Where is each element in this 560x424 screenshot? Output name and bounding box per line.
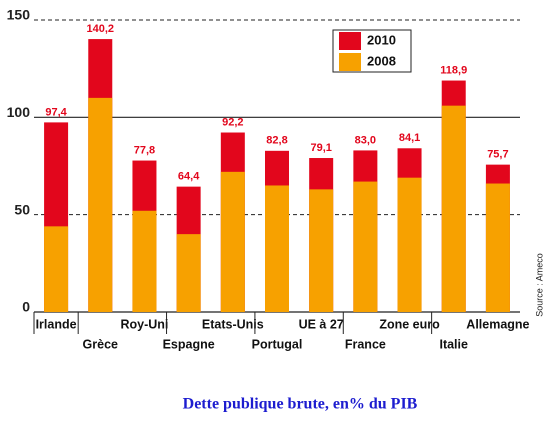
bar (441, 105, 466, 312)
bar (44, 226, 69, 312)
bar (397, 177, 422, 312)
value-label: 92,2 (222, 116, 243, 128)
x-tick-label: France (345, 337, 386, 351)
x-tick-label: Italie (439, 337, 468, 351)
value-label: 84,1 (399, 132, 420, 144)
value-label: 140,2 (87, 23, 115, 35)
x-tick-label: Etats-Unis (202, 317, 264, 331)
y-tick-label: 100 (7, 104, 31, 120)
bar (265, 185, 289, 312)
x-tick-label: UE à 27 (299, 317, 344, 331)
bar (353, 181, 378, 312)
legend-swatch (339, 53, 361, 71)
bar (132, 210, 157, 312)
legend-label: 2008 (367, 53, 396, 68)
value-label: 64,4 (178, 171, 200, 183)
y-tick-label: 50 (14, 201, 30, 217)
value-label: 75,7 (487, 149, 508, 161)
bar (88, 97, 113, 312)
x-tick-label: Portugal (252, 337, 303, 351)
x-tick-label: Roy-Uni (120, 317, 168, 331)
bar (220, 171, 245, 312)
x-tick-label: Espagne (163, 337, 215, 351)
bar (176, 234, 201, 312)
source-note: Source : Ameco (534, 253, 544, 317)
value-label: 118,9 (440, 64, 467, 76)
x-tick-label: Grèce (83, 337, 118, 351)
y-tick-label: 0 (22, 299, 30, 315)
value-label: 77,8 (134, 144, 155, 156)
bar (309, 189, 334, 312)
x-tick-label: Zone euro (379, 317, 440, 331)
value-label: 79,1 (310, 142, 331, 154)
chart-title: Dette publique brute, en% du PIB (183, 396, 418, 413)
legend-swatch (339, 32, 361, 50)
bar (485, 183, 510, 312)
value-label: 82,8 (266, 135, 287, 147)
x-tick-label: Allemagne (466, 317, 529, 331)
legend-label: 2010 (367, 32, 396, 47)
value-label: 97,4 (45, 106, 67, 118)
y-tick-label: 150 (7, 7, 31, 23)
x-tick-label: Irlande (36, 317, 77, 331)
value-label: 83,0 (355, 134, 376, 146)
